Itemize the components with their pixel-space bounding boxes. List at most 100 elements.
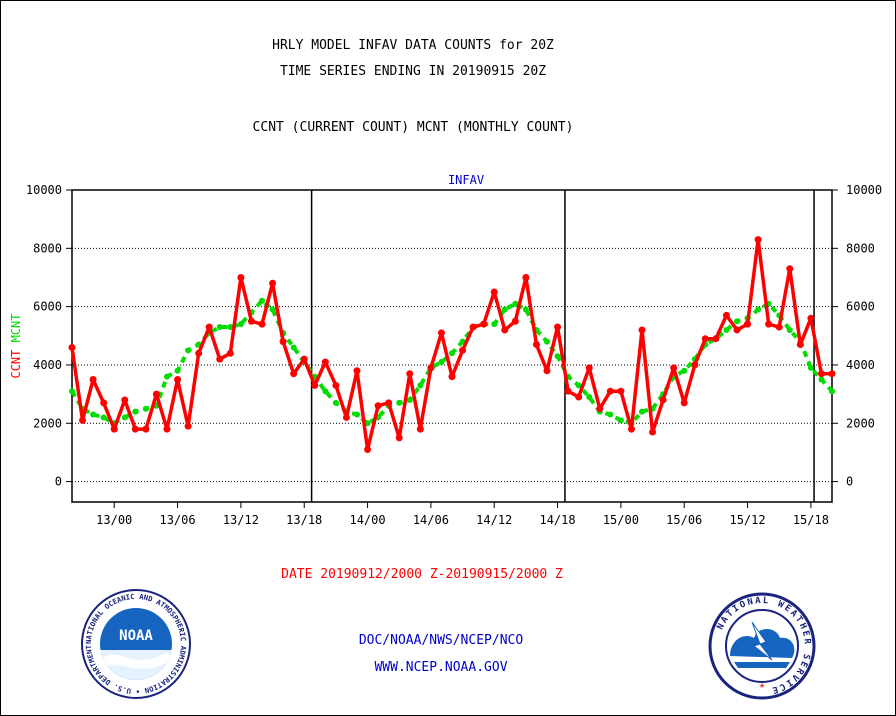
point-ccnt xyxy=(205,323,213,331)
point-ccnt xyxy=(68,343,76,351)
point-mcnt xyxy=(522,306,529,313)
y-tick-label-right: 4000 xyxy=(846,358,875,372)
x-tick-label: 14/06 xyxy=(413,513,449,527)
point-ccnt xyxy=(754,236,762,244)
point-ccnt xyxy=(511,317,519,325)
point-mcnt xyxy=(449,350,455,357)
point-ccnt xyxy=(691,361,699,369)
point-ccnt xyxy=(712,335,720,343)
point-ccnt xyxy=(406,370,414,378)
point-ccnt xyxy=(100,399,108,407)
point-ccnt xyxy=(543,367,551,375)
agency-label: DOC/NOAA/NWS/NCEP/NCO xyxy=(358,633,524,648)
point-mcnt xyxy=(681,367,688,374)
noaa-logo-text: NOAA xyxy=(119,628,153,644)
x-tick-label: 14/12 xyxy=(476,513,512,527)
x-tick-label: 15/12 xyxy=(729,513,765,527)
point-ccnt xyxy=(828,370,836,378)
point-ccnt xyxy=(79,416,87,424)
point-ccnt xyxy=(300,355,308,363)
point-mcnt xyxy=(607,411,614,418)
point-ccnt xyxy=(554,323,562,331)
point-mcnt xyxy=(185,347,192,354)
point-ccnt xyxy=(385,399,393,407)
point-ccnt xyxy=(480,320,488,328)
y-tick-label-left: 10000 xyxy=(26,183,62,197)
point-mcnt xyxy=(723,326,730,333)
point-mcnt xyxy=(142,405,149,412)
point-mcnt xyxy=(818,376,825,383)
point-ccnt xyxy=(596,405,604,413)
point-ccnt xyxy=(142,425,150,433)
point-ccnt xyxy=(279,338,287,346)
point-mcnt xyxy=(734,318,740,325)
point-ccnt xyxy=(680,399,688,407)
grid-layer xyxy=(72,247,832,483)
point-ccnt xyxy=(564,387,572,395)
point-ccnt xyxy=(216,355,224,363)
point-mcnt xyxy=(396,399,403,406)
y-tick-label-right: 10000 xyxy=(846,183,882,197)
point-ccnt xyxy=(226,349,234,357)
point-mcnt xyxy=(332,399,339,406)
point-mcnt xyxy=(364,420,371,427)
point-ccnt xyxy=(427,364,435,372)
point-ccnt xyxy=(353,367,361,375)
point-mcnt xyxy=(575,382,582,389)
point-ccnt xyxy=(733,326,741,334)
point-ccnt xyxy=(174,376,182,384)
point-ccnt xyxy=(817,370,825,378)
point-mcnt xyxy=(269,306,276,313)
point-mcnt xyxy=(786,326,793,333)
point-ccnt xyxy=(342,413,350,421)
label-layer: 0 0 2000 2000 4000 4000 6000 6000 8000 8000 10000 1… xyxy=(9,173,882,527)
point-ccnt xyxy=(490,288,498,296)
x-tick-label: 13/18 xyxy=(286,513,322,527)
point-mcnt xyxy=(512,300,519,307)
point-ccnt xyxy=(606,387,614,395)
y-tick-label-right: 0 xyxy=(846,475,853,489)
point-ccnt xyxy=(321,358,329,366)
point-mcnt xyxy=(237,321,244,328)
point-mcnt xyxy=(100,414,107,421)
y-axis-label-mcnt: MCNT xyxy=(9,313,23,342)
point-mcnt xyxy=(174,367,181,374)
point-ccnt xyxy=(131,425,139,433)
point-mcnt xyxy=(586,394,593,401)
y-tick-label-left: 4000 xyxy=(33,358,62,372)
point-mcnt xyxy=(132,408,139,415)
point-mcnt xyxy=(829,388,835,395)
point-ccnt xyxy=(522,273,530,281)
point-ccnt xyxy=(786,265,794,273)
point-ccnt xyxy=(670,364,678,372)
point-mcnt xyxy=(216,324,223,331)
date-range-label: DATE 20190912/2000 Z-20190915/2000 Z xyxy=(281,567,563,582)
website-link[interactable]: WWW.NCEP.NOAA.GOV xyxy=(374,660,508,675)
point-ccnt xyxy=(437,329,445,337)
x-tick-label: 13/12 xyxy=(223,513,259,527)
point-mcnt xyxy=(807,364,814,371)
point-mcnt xyxy=(755,306,762,313)
point-ccnt xyxy=(585,364,593,372)
point-mcnt xyxy=(639,408,645,415)
point-ccnt xyxy=(89,376,97,384)
point-mcnt xyxy=(322,388,329,395)
point-ccnt xyxy=(237,273,245,281)
x-tick-label: 15/18 xyxy=(793,513,829,527)
plot-frame xyxy=(71,189,833,503)
point-mcnt xyxy=(164,373,170,380)
point-mcnt xyxy=(438,359,445,366)
point-ccnt xyxy=(744,320,752,328)
series-layer xyxy=(68,236,836,454)
point-ccnt xyxy=(269,279,277,287)
point-ccnt xyxy=(121,396,129,404)
y-tick-label-right: 6000 xyxy=(846,300,875,314)
point-ccnt xyxy=(722,311,730,319)
point-ccnt xyxy=(364,446,372,454)
point-mcnt xyxy=(544,338,550,345)
y-tick-label-left: 2000 xyxy=(33,416,62,430)
chart-title-line1: HRLY MODEL INFAV DATA COUNTS for 20Z xyxy=(272,38,554,53)
point-ccnt xyxy=(617,387,625,395)
point-ccnt xyxy=(416,425,424,433)
point-ccnt xyxy=(659,396,667,404)
